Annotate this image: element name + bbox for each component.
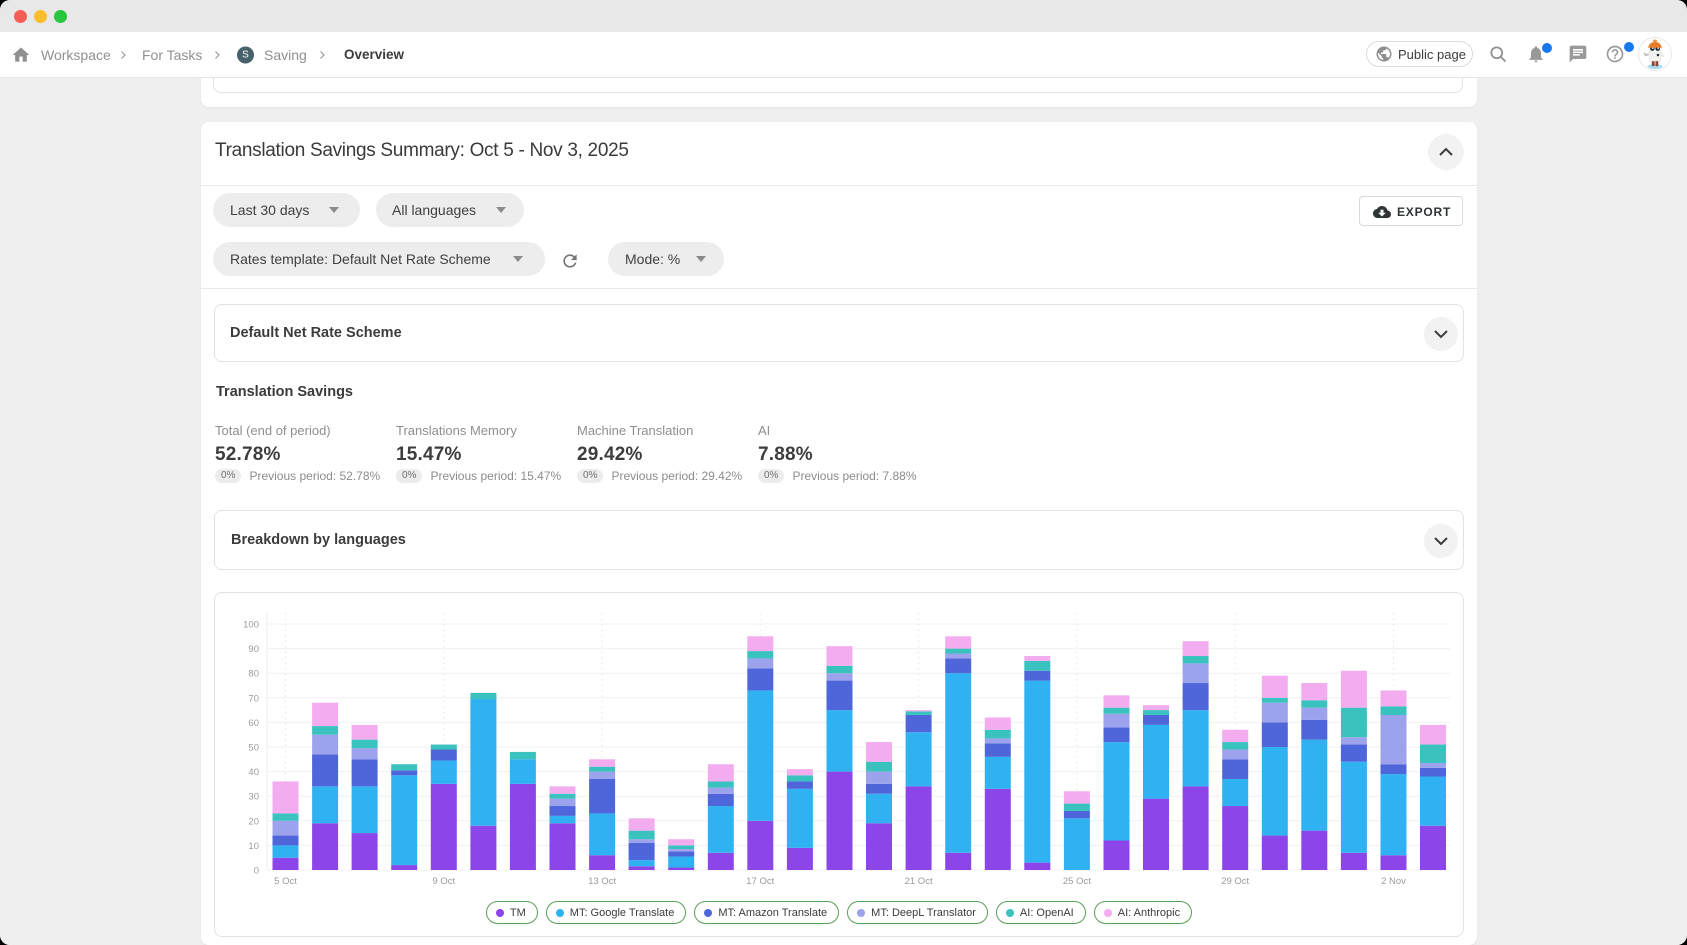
svg-text:60: 60: [248, 718, 259, 729]
svg-text:2 Nov: 2 Nov: [1381, 876, 1406, 887]
svg-text:5 Oct: 5 Oct: [274, 876, 297, 887]
svg-text:100: 100: [243, 620, 259, 631]
svg-text:21 Oct: 21 Oct: [905, 876, 933, 887]
svg-text:9 Oct: 9 Oct: [432, 876, 455, 887]
svg-text:25 Oct: 25 Oct: [1063, 876, 1091, 887]
svg-text:20: 20: [248, 816, 259, 827]
svg-text:90: 90: [248, 644, 259, 655]
svg-text:0: 0: [254, 866, 259, 877]
svg-text:30: 30: [248, 792, 259, 803]
svg-text:10: 10: [248, 841, 259, 852]
svg-text:40: 40: [248, 767, 259, 778]
svg-text:50: 50: [248, 743, 259, 754]
svg-text:13 Oct: 13 Oct: [588, 876, 616, 887]
svg-text:29 Oct: 29 Oct: [1221, 876, 1249, 887]
svg-text:80: 80: [248, 669, 259, 680]
svg-text:17 Oct: 17 Oct: [746, 876, 774, 887]
svg-text:70: 70: [248, 693, 259, 704]
